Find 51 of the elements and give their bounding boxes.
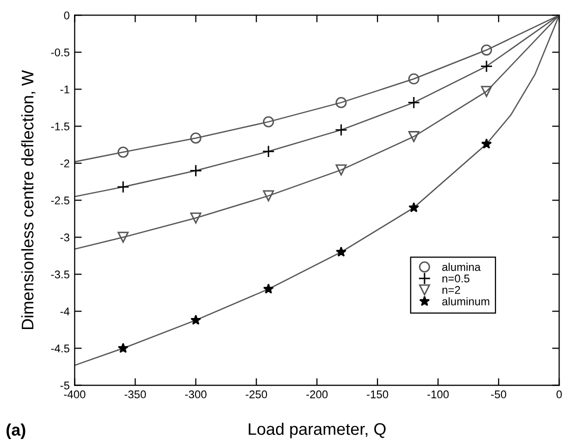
point	[190, 314, 202, 325]
x-tick-label: -200	[306, 390, 328, 398]
legend-label: n=2	[442, 286, 460, 294]
y-tick-label: -5	[60, 382, 70, 390]
legend-label: alumina	[442, 262, 481, 271]
point	[262, 116, 274, 128]
x-tick-label: -250	[246, 390, 268, 398]
y-tick-label: -2	[60, 160, 70, 168]
text: (a)	[6, 424, 26, 440]
x-tick-label: 0	[556, 390, 562, 398]
x-tick-label: -100	[427, 390, 449, 398]
point	[408, 96, 420, 109]
point	[118, 342, 128, 353]
point	[480, 86, 492, 98]
point	[336, 164, 347, 176]
y-tick-label: -3	[60, 234, 70, 242]
y-tick-label: -1.5	[51, 122, 70, 130]
y-tick-label: -4.5	[51, 344, 70, 352]
y-tick-label: -2.5	[51, 196, 70, 204]
y-tick-label: -3.5	[51, 270, 70, 278]
x-tick-label: -350	[124, 390, 146, 398]
point	[262, 145, 275, 158]
point	[408, 131, 420, 142]
x-tick-label: -150	[366, 390, 388, 398]
x-tick-label: -400	[64, 390, 86, 398]
point	[480, 44, 492, 56]
point	[263, 284, 274, 294]
y-tick-label: -1	[60, 86, 70, 94]
point	[190, 212, 202, 224]
point	[262, 190, 274, 202]
point	[481, 138, 492, 149]
point	[334, 124, 348, 136]
y-axis-title: Dimensionless centre deflection, W	[21, 70, 36, 330]
point	[408, 73, 420, 84]
legend-label: n=0.5	[442, 274, 470, 282]
point	[116, 180, 130, 194]
x-tick-label: -50	[491, 390, 506, 398]
point	[336, 246, 346, 257]
point	[118, 232, 129, 243]
point	[480, 60, 493, 73]
point	[118, 146, 129, 158]
x-axis-title: Load parameter, Q	[248, 422, 386, 438]
legend-label: aluminum	[442, 297, 490, 306]
point	[190, 164, 202, 177]
y-tick-label: -0.5	[51, 48, 70, 56]
point	[408, 202, 420, 212]
point	[190, 132, 202, 144]
x-tick-label: -300	[185, 390, 206, 398]
y-tick-label: -4	[60, 308, 70, 316]
point	[336, 97, 347, 108]
y-tick-label: 0	[64, 12, 70, 20]
